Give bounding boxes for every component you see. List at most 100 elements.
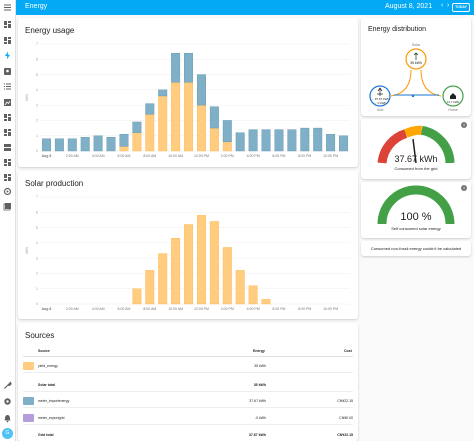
x-tick-label: 6:00 PM bbox=[272, 154, 285, 158]
y-tick-label: 0 bbox=[36, 149, 38, 153]
y-tick-label: 5 bbox=[36, 73, 38, 77]
settings-icon[interactable] bbox=[3, 187, 12, 196]
energy-usage-card: Energy usage 0 1 2 3 4 5 6 7 kWh Aug 8 2:00 AM 4:00… bbox=[18, 18, 358, 167]
source-name: yield_energy bbox=[38, 364, 58, 368]
dashboard-icon[interactable] bbox=[3, 128, 12, 137]
y-tick-label: 4 bbox=[36, 241, 38, 245]
grid-gauge-value: 37.67 kWh bbox=[394, 154, 438, 164]
bar-grid bbox=[93, 135, 103, 152]
x-tick-label: 8:00 PM bbox=[298, 307, 311, 311]
energy-distribution-card: Energy distribution Solar 35 kWh ← 37.67… bbox=[361, 18, 471, 116]
solar-production-card: Solar production 0 1 2 3 4 5 6 7 kWh Aug 8 2:00 AM… bbox=[18, 171, 358, 319]
bar-grid bbox=[235, 132, 245, 152]
logbook-icon[interactable] bbox=[3, 82, 12, 91]
home-value: 72.7 kWh bbox=[447, 100, 460, 104]
bar-grid bbox=[274, 129, 284, 152]
configuration-icon[interactable] bbox=[3, 397, 12, 406]
dashboard-icon[interactable] bbox=[3, 20, 12, 29]
dashboard-icon[interactable] bbox=[3, 173, 12, 182]
source-cost: CN¥22.15 bbox=[337, 433, 353, 437]
gauge-red-segment bbox=[377, 129, 408, 164]
dashboard-icon[interactable] bbox=[3, 158, 12, 167]
x-tick-label: 12:00 PM bbox=[194, 154, 209, 158]
x-tick-label: 10:00 AM bbox=[168, 154, 183, 158]
info-icon[interactable]: i bbox=[461, 185, 467, 191]
bar-solar bbox=[132, 132, 142, 152]
bar-grid bbox=[158, 89, 168, 97]
bar-grid bbox=[248, 129, 258, 152]
bar-grid bbox=[287, 129, 297, 152]
x-tick-label: 2:00 PM bbox=[221, 154, 234, 158]
bar-solar bbox=[171, 238, 181, 305]
bar-solar bbox=[145, 114, 155, 152]
bar-solar bbox=[209, 221, 219, 305]
info-icon[interactable]: i bbox=[461, 122, 467, 128]
source-cost: CN¥0.00 bbox=[339, 416, 353, 420]
fossil-note: Consumed non-fossil energy couldn't be c… bbox=[370, 246, 462, 251]
app-header: Energy August 8, 2021 ‹ › TODAY bbox=[16, 0, 474, 15]
x-tick-label: 4:00 AM bbox=[92, 307, 105, 311]
notifications-icon[interactable] bbox=[3, 414, 12, 423]
self-gauge-label: Self consumed solar energy bbox=[391, 226, 441, 231]
prev-day-button[interactable]: ‹ bbox=[441, 2, 444, 9]
today-button[interactable]: TODAY bbox=[452, 3, 470, 12]
source-energy: 37.67 kWh bbox=[249, 399, 266, 403]
developer-tools-icon[interactable] bbox=[3, 381, 12, 390]
solar-value: 35 kWh bbox=[410, 61, 422, 65]
energy-icon[interactable] bbox=[3, 51, 12, 60]
solar-panel-icon bbox=[413, 52, 419, 60]
dashboard-icon[interactable] bbox=[3, 36, 12, 45]
avatar[interactable]: G bbox=[2, 428, 13, 439]
divider bbox=[23, 391, 353, 392]
bar-grid bbox=[209, 106, 219, 129]
self-consumption-gauge bbox=[377, 185, 455, 225]
sidebar: G bbox=[0, 0, 16, 441]
history-icon[interactable] bbox=[3, 98, 12, 107]
dashboard-icon[interactable] bbox=[3, 113, 12, 122]
home-label: Home bbox=[448, 108, 457, 112]
bar-solar bbox=[248, 285, 258, 305]
y-tick-label: 7 bbox=[36, 42, 38, 46]
next-day-button[interactable]: › bbox=[447, 2, 450, 9]
bar-solar bbox=[119, 146, 129, 152]
y-tick-label: 3 bbox=[36, 103, 38, 107]
bar-solar bbox=[196, 104, 206, 152]
source-name: meter_importenergy bbox=[38, 399, 70, 403]
bar-grid bbox=[326, 133, 336, 152]
x-tick-label: 2:00 PM bbox=[221, 307, 234, 311]
x-tick-label: Aug 8 bbox=[42, 307, 52, 311]
cost-header: Cost bbox=[344, 349, 352, 353]
bar-grid bbox=[54, 138, 64, 152]
menu-icon[interactable] bbox=[3, 3, 12, 12]
gauge-green-segment bbox=[420, 125, 455, 164]
page-title: Energy bbox=[25, 3, 48, 10]
bar-solar bbox=[132, 288, 142, 305]
y-tick-label: 6 bbox=[36, 210, 38, 214]
bar-solar bbox=[145, 270, 155, 305]
divider bbox=[23, 424, 353, 425]
bar-grid bbox=[145, 103, 155, 115]
source-name: Grid total bbox=[38, 433, 54, 437]
storage-icon[interactable] bbox=[3, 143, 12, 152]
grid-consumption-gauge bbox=[377, 125, 455, 164]
bar-solar bbox=[261, 299, 271, 305]
x-tick-label: Aug 8 bbox=[42, 154, 52, 158]
y-tick-label: 5 bbox=[36, 226, 38, 230]
x-tick-label: 12:00 PM bbox=[194, 307, 209, 311]
grid-out-value: → 0 kWh bbox=[374, 101, 387, 105]
source-color-swatch bbox=[23, 362, 34, 370]
y-tick-label: 3 bbox=[36, 256, 38, 260]
x-tick-label: 8:00 AM bbox=[143, 154, 156, 158]
home-icon bbox=[450, 93, 456, 99]
energy-usage-chart: 0 1 2 3 4 5 6 7 kWh Aug 8 2:00 AM 4:00 AM 6:00 AM 8:0… bbox=[25, 42, 350, 158]
fossil-energy-card: Consumed non-fossil energy couldn't be c… bbox=[361, 241, 471, 256]
source-color-swatch bbox=[23, 414, 34, 422]
date-label: August 8, 2021 bbox=[385, 3, 433, 10]
x-tick-label: 10:00 PM bbox=[323, 307, 338, 311]
y-axis-label: kWh bbox=[25, 247, 29, 254]
y-tick-label: 6 bbox=[36, 57, 38, 61]
media-icon[interactable] bbox=[3, 202, 12, 211]
map-icon[interactable] bbox=[3, 67, 12, 76]
source-energy: 35 kWh bbox=[254, 364, 266, 368]
source-color-swatch bbox=[23, 397, 34, 405]
